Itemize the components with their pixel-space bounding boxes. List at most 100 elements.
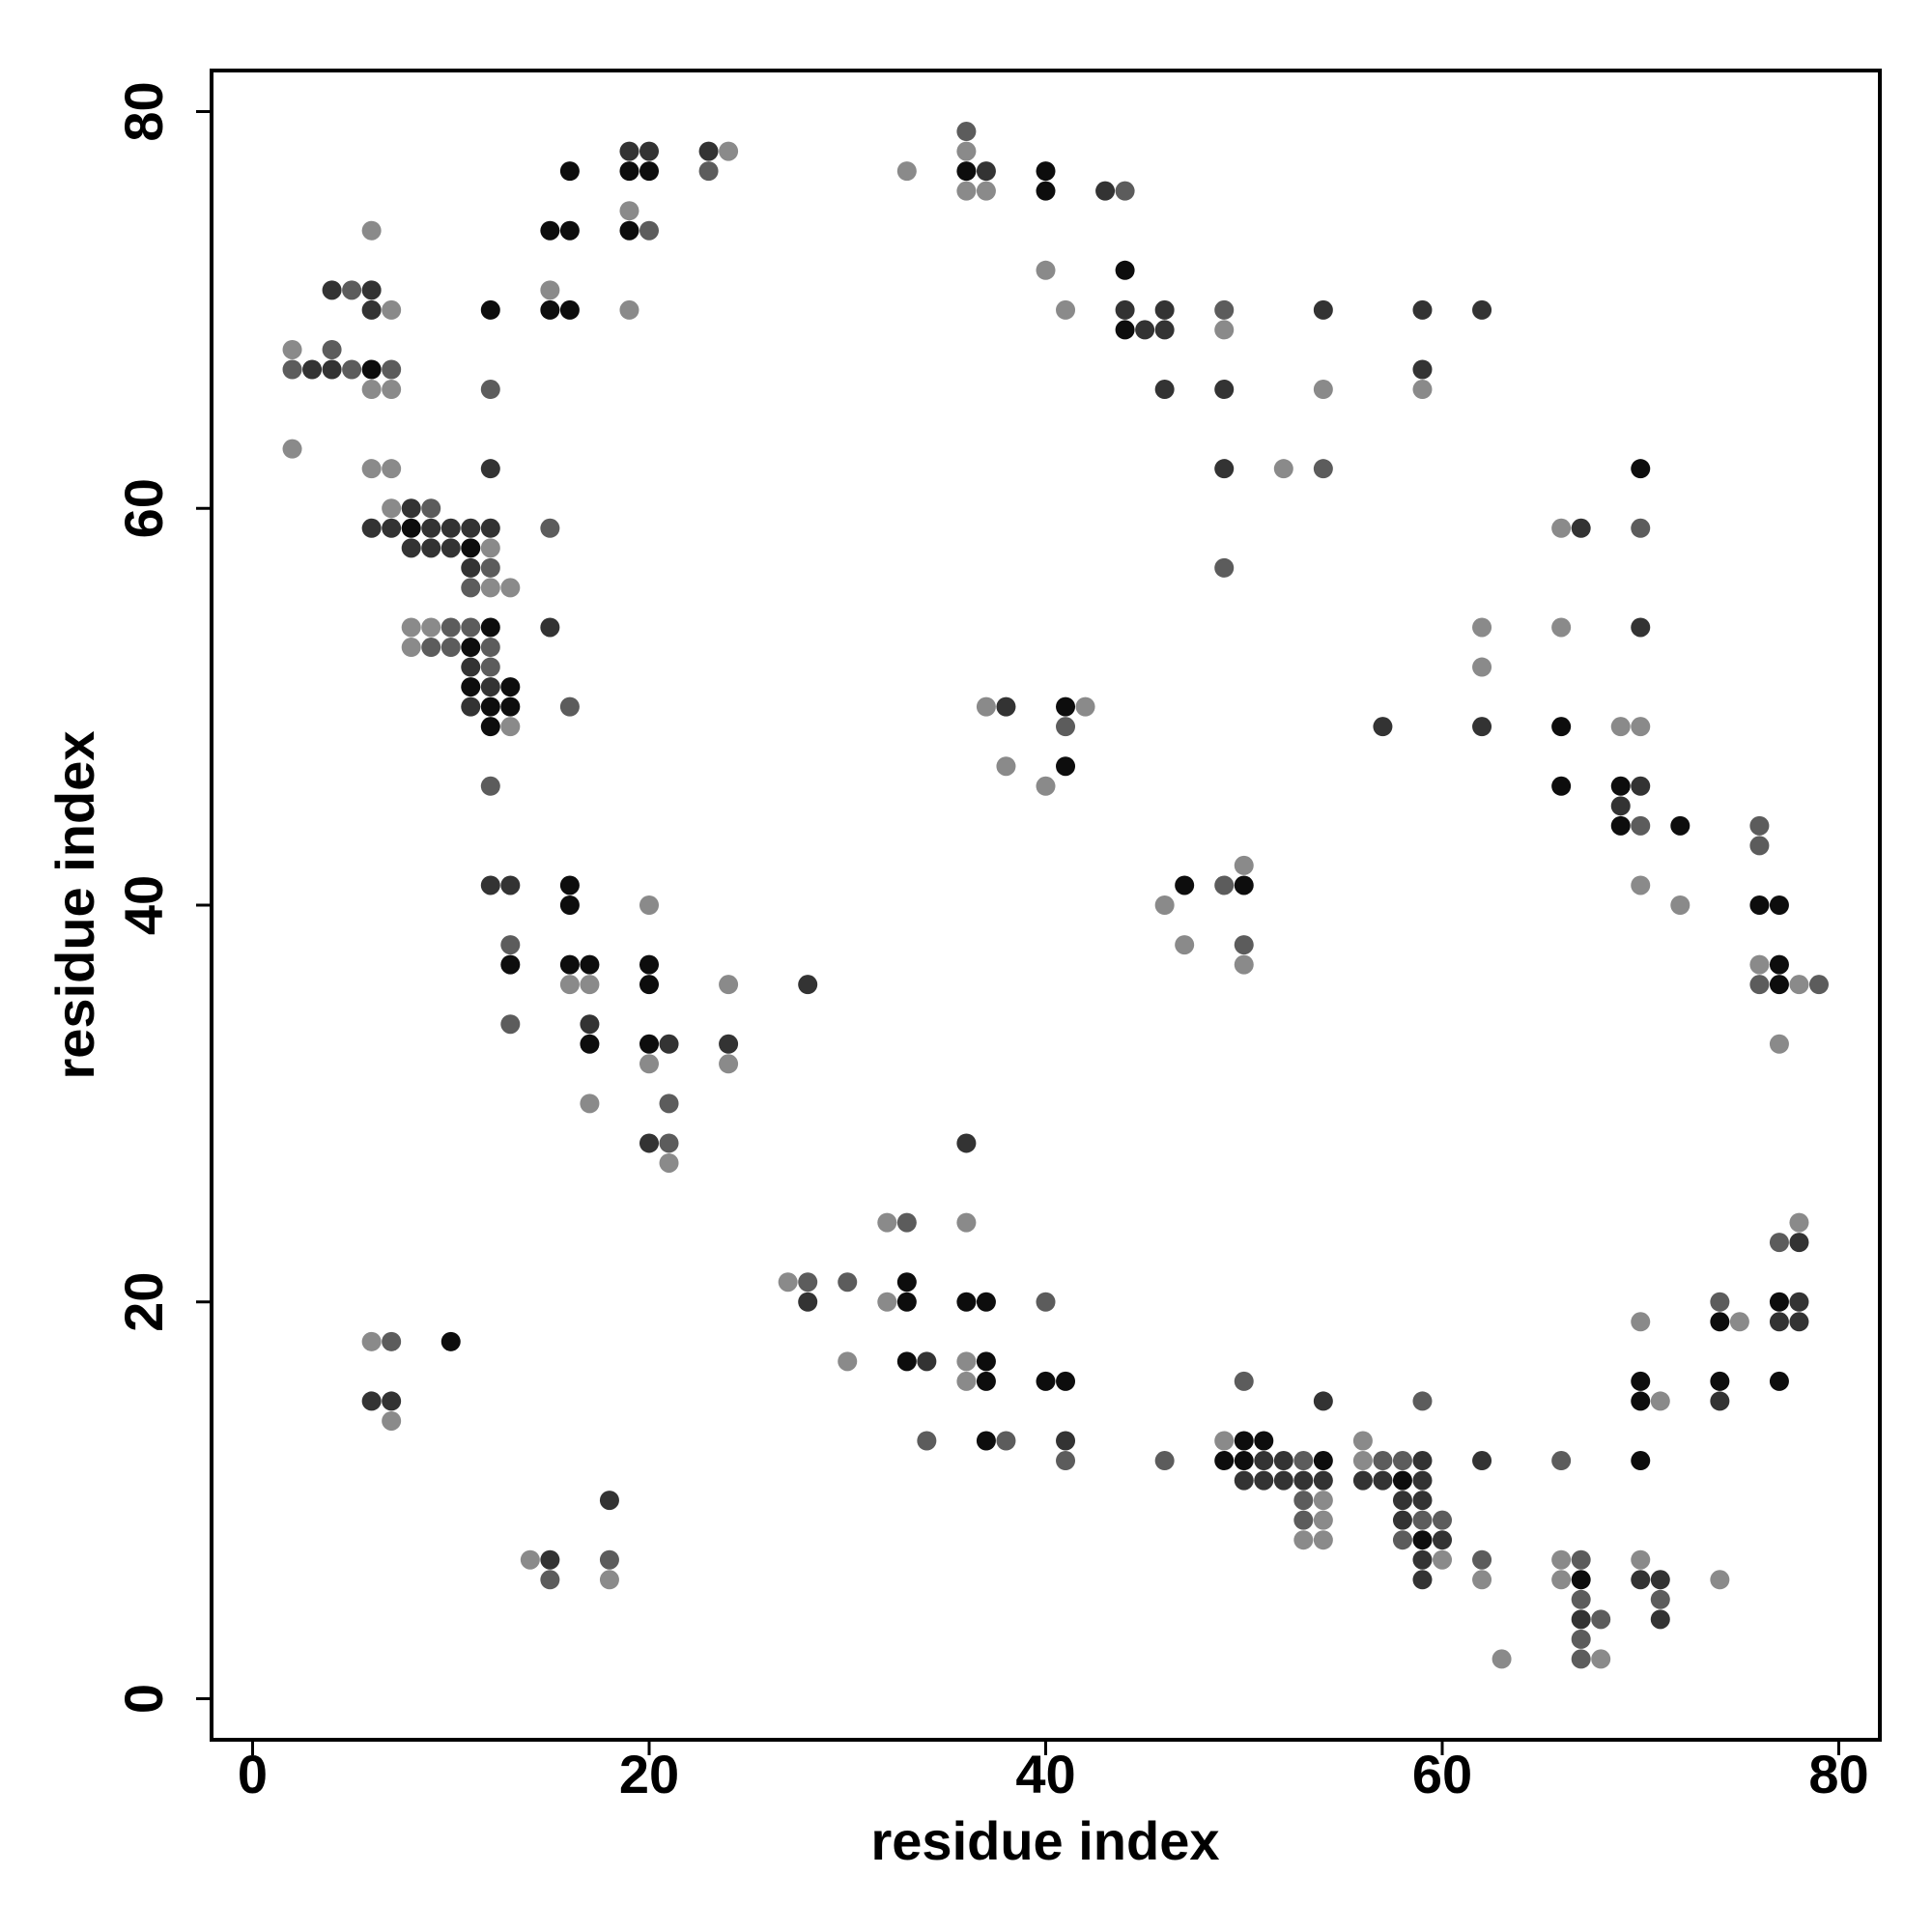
point [361,220,382,241]
point [719,141,739,161]
point [1710,1312,1730,1332]
point [1373,1451,1393,1471]
point [1670,895,1690,915]
point [1154,1451,1175,1471]
point [440,638,461,658]
point [461,677,481,697]
point [1036,1292,1056,1312]
point [382,299,402,320]
point [1631,776,1651,796]
point [1214,459,1235,479]
point [1313,1470,1333,1491]
point [480,717,500,737]
point [559,696,580,717]
point [956,1212,977,1233]
point [1392,1451,1412,1471]
point [896,161,917,182]
plot-frame [210,69,1882,1742]
point [956,1351,977,1372]
point [1214,380,1235,400]
point [1254,1470,1274,1491]
point [619,220,639,241]
point [1214,299,1235,320]
point [500,935,521,955]
point [540,518,560,538]
point [1095,181,1116,201]
point [1789,975,1809,995]
point [1115,299,1135,320]
point [282,439,302,459]
point [382,459,402,479]
point [896,1212,917,1233]
point [540,1549,560,1570]
point [500,717,521,737]
point [1273,1470,1293,1491]
point [500,677,521,697]
point [719,975,739,995]
point [1135,320,1155,340]
point [421,538,441,558]
point [500,875,521,895]
point [1273,459,1293,479]
point [1352,1431,1373,1451]
point [382,498,402,519]
point [480,557,500,578]
point [896,1292,917,1312]
point [996,1431,1016,1451]
point [580,1094,600,1114]
point [1056,1371,1076,1391]
point [1373,717,1393,737]
point [1631,815,1651,836]
point [1571,1570,1591,1590]
point [382,1410,402,1431]
point [659,1034,679,1054]
point [480,677,500,697]
point [1234,954,1254,975]
point [1610,796,1631,816]
point [282,359,302,380]
point [342,280,362,300]
point [1631,518,1651,538]
point [1472,299,1492,320]
point [1551,1451,1572,1471]
point [1789,1312,1809,1332]
point [382,1331,402,1351]
point [1571,518,1591,538]
point [361,359,382,380]
point [1749,975,1770,995]
point [719,1054,739,1074]
point [580,1034,600,1054]
point [559,220,580,241]
point [461,638,481,658]
y-tick-label: 80 [113,81,174,141]
point [461,518,481,538]
point [1412,1491,1433,1511]
point [917,1351,937,1372]
point [639,1034,659,1054]
point [1175,875,1195,895]
point [361,1391,382,1411]
point [1631,459,1651,479]
point [1254,1451,1274,1471]
point [382,518,402,538]
point [599,1549,619,1570]
point [1412,299,1433,320]
point [559,895,580,915]
point [956,181,977,201]
point [1789,1212,1809,1233]
point [361,299,382,320]
point [500,1014,521,1035]
point [1154,380,1175,400]
point [1472,657,1492,677]
point [1234,935,1254,955]
point [976,181,996,201]
point [1631,875,1651,895]
point [322,359,342,380]
point [322,280,342,300]
point [1610,717,1631,737]
point [1412,1549,1433,1570]
point [401,538,421,558]
point [996,756,1016,777]
point [659,1133,679,1153]
